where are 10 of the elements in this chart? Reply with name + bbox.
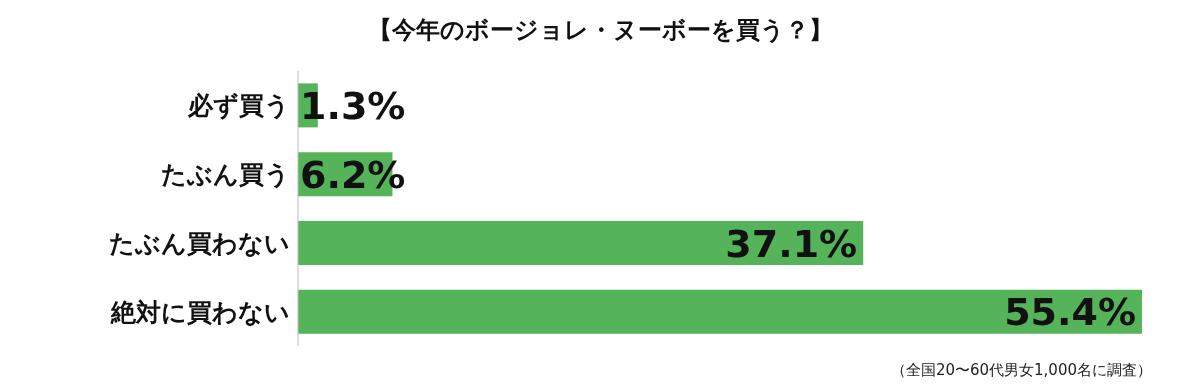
y-tick-label: 必ず買う (187, 91, 290, 121)
bar (298, 220, 864, 265)
y-tick-label: 絶対に買わない (110, 297, 290, 327)
y-tick-label: たぶん買わない (109, 228, 290, 258)
data-label: 55.4% (1004, 290, 1136, 335)
bar (298, 289, 1142, 334)
chart-title: 【今年のボージョレ・ヌーボーを買う？】 (366, 15, 834, 46)
y-tick-label: たぶん買う (161, 160, 290, 189)
data-label: 37.1% (725, 221, 858, 266)
text: （全国20〜60代男女1,000名に調査） (890, 361, 1152, 380)
